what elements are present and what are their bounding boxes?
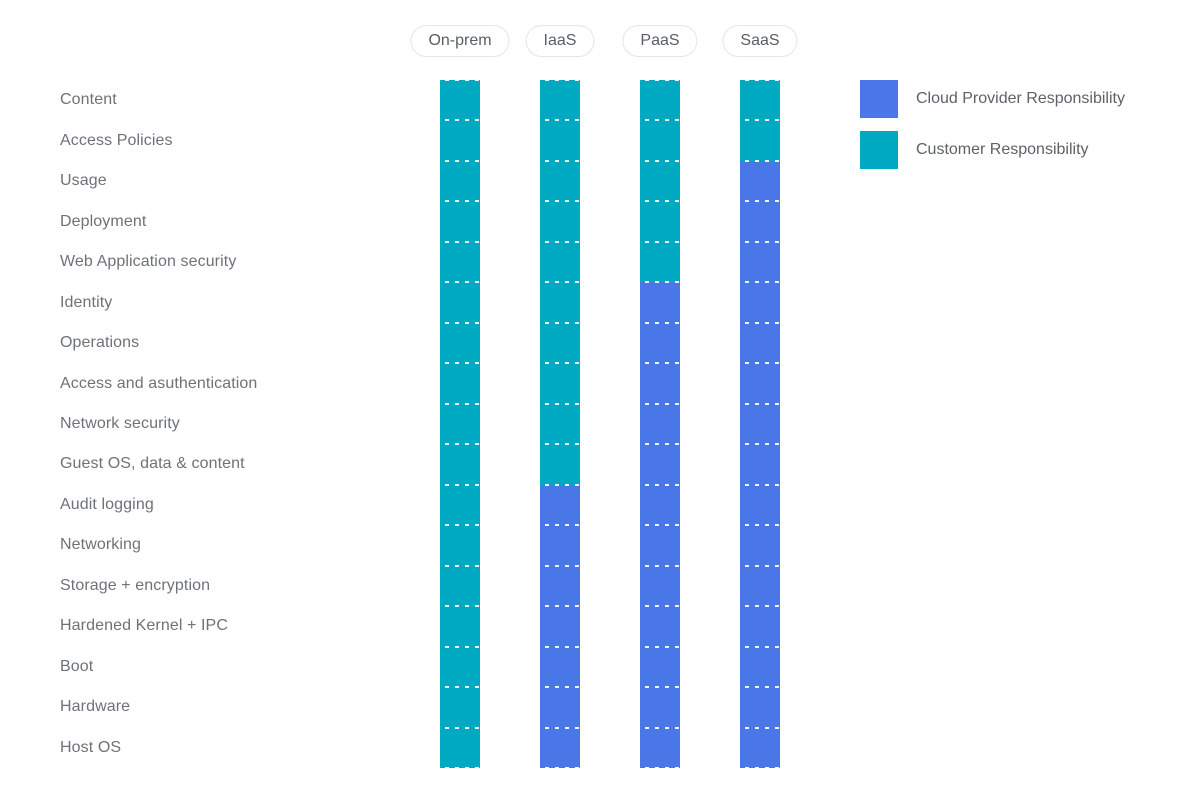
provider-segment	[740, 160, 780, 768]
bar-paas	[640, 80, 680, 768]
row-separator	[35, 160, 800, 162]
row-separator	[35, 160, 800, 162]
row-label: Storage + encryption	[60, 576, 211, 594]
chart-area: Content Access Policies Usage Deployment Web…	[35, 79, 800, 769]
column-pill-on-prem: On-prem	[410, 25, 510, 57]
row-label: Hardened Kernel + IPC	[60, 617, 228, 635]
row-separator	[35, 443, 800, 445]
row-separator	[35, 200, 800, 202]
provider-segment	[640, 282, 680, 768]
row-separator	[35, 565, 800, 567]
row-separator	[35, 605, 800, 607]
row-separator	[35, 524, 800, 526]
bar-on-prem	[440, 80, 480, 768]
row-separator	[35, 524, 800, 526]
row-separator	[35, 403, 800, 405]
row-separator	[35, 119, 800, 121]
row-label: Audit logging	[60, 495, 154, 513]
row-separator	[35, 484, 800, 486]
row-separator	[35, 200, 800, 202]
row-separator	[35, 686, 800, 688]
row-label: Host OS	[60, 738, 122, 756]
row-separator	[35, 362, 800, 364]
row-label: Deployment	[60, 212, 147, 230]
row-separator	[35, 646, 800, 648]
row-separator	[35, 322, 800, 324]
row-label: Identity	[60, 293, 113, 311]
row-separator	[35, 727, 800, 729]
row-separator	[35, 281, 800, 283]
customer-segment	[740, 80, 780, 161]
customer-segment	[440, 80, 480, 768]
row-label: Networking	[60, 536, 142, 554]
bar-saas	[740, 80, 780, 768]
customer-segment	[640, 80, 680, 283]
row-separator	[35, 484, 800, 486]
row-separator	[35, 241, 800, 243]
row-separator	[35, 443, 800, 445]
customer-swatch-icon	[860, 131, 898, 169]
row-separator	[35, 241, 800, 243]
bar-iaas	[540, 80, 580, 768]
row-separator	[35, 646, 800, 648]
row-label: Boot	[60, 657, 94, 675]
row-label: Hardware	[60, 698, 131, 716]
provider-segment	[540, 484, 580, 768]
legend-item-customer: Customer Responsibility	[860, 131, 1125, 169]
row-separator	[35, 605, 800, 607]
customer-segment	[540, 80, 580, 485]
legend: Cloud Provider Responsibility Customer R…	[860, 80, 1125, 182]
row-label: Guest OS, data & content	[60, 455, 245, 473]
column-pill-saas: SaaS	[722, 25, 798, 57]
row-separator	[35, 767, 800, 769]
row-separator	[35, 403, 800, 405]
row-label: Access Policies	[60, 131, 173, 149]
row-separator	[35, 79, 800, 81]
legend-item-provider: Cloud Provider Responsibility	[860, 80, 1125, 118]
row-separator	[35, 322, 800, 324]
row-separator	[35, 686, 800, 688]
row-separator	[35, 281, 800, 283]
row-label: Network security	[60, 415, 180, 432]
row-separator	[35, 565, 800, 567]
legend-label-provider: Cloud Provider Responsibility	[916, 90, 1125, 107]
row-label: Usage	[60, 172, 107, 190]
column-pill-paas: PaaS	[622, 25, 698, 57]
row-separator	[35, 362, 800, 364]
row-separator	[35, 79, 800, 81]
legend-label-customer: Customer Responsibility	[916, 141, 1089, 158]
row-label: Content	[60, 91, 117, 109]
row-label: Access and asuthentication	[60, 374, 258, 392]
row-separator	[35, 119, 800, 121]
row-label: Web Application security	[60, 253, 237, 271]
row-separator	[35, 727, 800, 729]
row-separator	[35, 767, 800, 769]
row-label: Operations	[60, 334, 140, 352]
provider-swatch-icon	[860, 80, 898, 118]
column-pill-iaas: IaaS	[525, 25, 595, 57]
